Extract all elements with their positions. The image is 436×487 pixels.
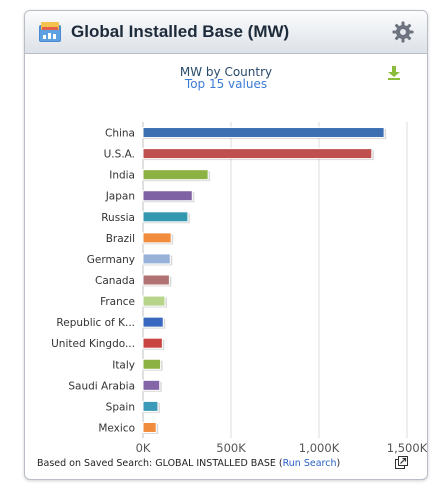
category-label: U.S.A.: [104, 149, 135, 161]
category-label: Italy: [112, 359, 135, 371]
bar: [142, 295, 166, 307]
footer-suffix: ): [336, 458, 341, 469]
category-label: Saudi Arabia: [68, 380, 135, 392]
chart-title: MW by Country: [179, 65, 273, 79]
footer-prefix: Based on Saved Search: GLOBAL INSTALLED …: [37, 458, 283, 469]
widget-body: MW by Country Top 15 values China U.S.A. I…: [25, 54, 427, 479]
category-label: Japan: [105, 191, 135, 203]
x-tick-label: 500K: [216, 441, 246, 454]
run-search-link[interactable]: Run Search: [282, 458, 337, 469]
bar: [142, 421, 157, 433]
bar: [142, 337, 163, 349]
bar: [142, 169, 209, 181]
category-label: Russia: [101, 212, 135, 224]
footer-text: Based on Saved Search: GLOBAL INSTALLED …: [37, 458, 340, 469]
bar: [142, 127, 385, 139]
category-label: Spain: [106, 401, 135, 413]
bar: [142, 316, 164, 328]
bar: [142, 190, 193, 202]
widget-title: Global Installed Base (MW): [71, 22, 290, 41]
category-label: Republic of K...: [56, 317, 135, 329]
bar: [142, 274, 170, 286]
category-label: Mexico: [98, 422, 135, 434]
bar: [142, 253, 171, 265]
category-label: United Kingdo...: [51, 338, 135, 350]
x-tick-label: 1,500K: [387, 441, 427, 454]
chart-subtitle: Top 15 values: [184, 77, 268, 91]
bar: [142, 232, 172, 244]
category-label: China: [105, 128, 135, 140]
bar-chart: China U.S.A. India Japan Russia Brazil Germany…: [51, 122, 427, 454]
bar: [142, 358, 162, 370]
bar: [142, 400, 159, 412]
download-icon[interactable]: [388, 66, 400, 80]
widget-header: Global Installed Base (MW): [25, 11, 427, 54]
category-label: Germany: [87, 254, 135, 266]
x-tick-label: 0K: [136, 441, 151, 454]
category-label: India: [109, 170, 135, 182]
category-label: France: [100, 296, 135, 308]
category-label: Brazil: [106, 233, 135, 245]
x-tick-label: 1,000K: [299, 441, 340, 454]
category-label: Canada: [95, 275, 135, 287]
gear-icon[interactable]: [391, 20, 415, 44]
expand-icon[interactable]: [395, 456, 408, 469]
bar: [142, 379, 161, 391]
bar: [142, 148, 373, 160]
widget-panel: Global Installed Base (MW) MW by Country…: [24, 10, 428, 480]
folder-chart-icon: [39, 22, 61, 42]
bar: [142, 211, 189, 223]
